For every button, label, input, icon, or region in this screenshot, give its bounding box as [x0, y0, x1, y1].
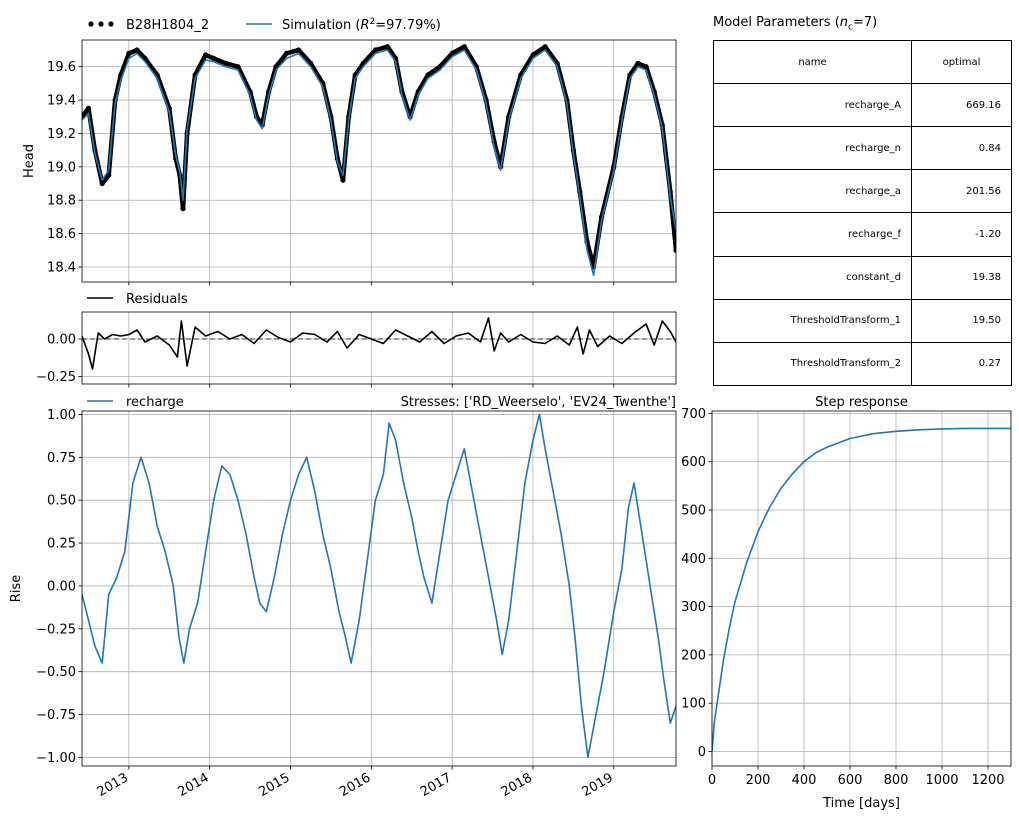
y-axis-label: Head: [22, 144, 37, 178]
series-line-recharge: [82, 413, 676, 759]
y-tick-label: 0.25: [47, 537, 76, 552]
y-tick-label: 18.4: [47, 260, 76, 275]
axes-frame: [711, 410, 1012, 767]
parameter-row: recharge_n 0.84: [713, 126, 1012, 171]
step-response-panel: 0 100 200 300 400 500 600 700 0 200 400 600 800 1000 1…: [681, 395, 1012, 811]
series-dots: [82, 44, 676, 270]
parameters-header-optimal: optimal: [911, 40, 1012, 84]
legend-label-residuals: Residuals: [126, 292, 188, 307]
y-tick-label: 19.2: [47, 127, 76, 142]
y-tick-label: 0.75: [47, 451, 76, 466]
y-tick-label: 19.0: [47, 160, 76, 175]
x-tick-label: 2019: [580, 770, 616, 800]
y-tick-label: −1.00: [36, 751, 76, 766]
y-tick-label: 19.4: [47, 94, 76, 109]
parameter-row: ThresholdTransform_1 19.50: [713, 298, 1012, 343]
parameter-row: constant_d 19.38: [713, 255, 1012, 300]
x-tick-label: 200: [746, 773, 771, 788]
parameter-value: 19.38: [911, 255, 1012, 300]
x-tick-label: 800: [884, 773, 909, 788]
parameter-value: 19.50: [911, 298, 1012, 343]
y-tick-label: 1.00: [47, 408, 76, 423]
residuals-panel: −0.25 0.00 Residuals: [36, 292, 677, 388]
parameter-value: 0.27: [911, 341, 1012, 387]
legend-simulation: Simulation (R2=97.79%): [246, 17, 441, 33]
y-tick-label: 0.50: [47, 494, 76, 509]
axes-frame: [81, 410, 677, 767]
series-line-response: [712, 427, 1011, 752]
y-tick-label: 0.00: [47, 333, 76, 348]
x-tick-label: 600: [838, 773, 863, 788]
legend-observations: B28H1804_2: [88, 18, 209, 33]
y-tick-label: −0.75: [36, 708, 76, 723]
parameter-name: constant_d: [713, 255, 912, 300]
y-tick-label: −0.25: [36, 370, 76, 385]
y-tick-label: 18.8: [47, 194, 76, 209]
y-tick-label: 400: [681, 552, 706, 567]
y-tick-label: −0.50: [36, 665, 76, 680]
x-tick-label: 1000: [925, 773, 958, 788]
parameter-name: recharge_f: [713, 212, 912, 257]
parameters-body: recharge_A 669.16 recharge_n 0.84 recharge_a…: [713, 82, 1012, 387]
parameter-value: -1.20: [911, 212, 1012, 257]
stresses-title: Stresses: ['RD_Weerselo', 'EV24_Twenthe'…: [401, 395, 676, 410]
x-tick-label: 2016: [337, 770, 373, 800]
parameter-name: recharge_a: [713, 169, 912, 214]
series-line-residuals: [82, 317, 676, 370]
parameter-row: recharge_f -1.20: [713, 212, 1012, 257]
parameters-header-name: name: [713, 40, 912, 84]
parameter-row: recharge_A 669.16: [713, 82, 1012, 128]
parameter-name: recharge_A: [713, 82, 912, 128]
parameter-value: 669.16: [911, 82, 1012, 128]
legend-label-recharge: recharge: [126, 395, 184, 410]
parameter-name: recharge_n: [713, 126, 912, 171]
head-panel: 18.4 18.6 18.8 19.0 19.2 19.4 19.6 Head B28H1804…: [22, 17, 677, 286]
y-axis-label: Rise: [9, 575, 24, 602]
x-tick-label: 2013: [95, 770, 131, 800]
legend-label-simulation: Simulation (R2=97.79%): [282, 17, 441, 33]
y-tick-label: 600: [681, 455, 706, 470]
parameters-title: Model Parameters (nc=7): [713, 15, 878, 33]
parameter-name: ThresholdTransform_1: [713, 298, 912, 343]
x-tick-label: 1200: [971, 773, 1004, 788]
y-tick-label: 700: [681, 407, 706, 422]
parameter-name: ThresholdTransform_2: [713, 341, 912, 387]
y-tick-label: 0: [698, 745, 706, 760]
y-tick-label: 0.00: [47, 579, 76, 594]
axes-frame: [81, 311, 677, 385]
y-tick-label: 500: [681, 504, 706, 519]
x-tick-label: 2014: [176, 770, 212, 800]
parameter-value: 0.84: [911, 126, 1012, 171]
contribution-panel: −1.00 −0.75 −0.50 −0.25 0.00 0.25 0.50 0.75 1.00…: [9, 395, 677, 800]
y-tick-label: 300: [681, 600, 706, 615]
x-axis-label: Time [days]: [822, 796, 900, 811]
legend-label-observations: B28H1804_2: [126, 18, 209, 33]
legend-marker-dot: [88, 21, 94, 27]
axes-frame: [81, 39, 677, 283]
x-tick-label: 2015: [256, 770, 292, 800]
x-tick-label: 2017: [418, 770, 454, 800]
parameters-header-row: name optimal: [713, 40, 1012, 84]
y-tick-label: 19.6: [47, 60, 76, 75]
x-tick-label: 400: [792, 773, 817, 788]
legend-marker-dot: [98, 21, 104, 27]
x-tick-label: 0: [708, 773, 716, 788]
x-tick-label: 2018: [499, 770, 535, 800]
parameter-row: recharge_a 201.56: [713, 169, 1012, 214]
parameter-row: ThresholdTransform_2 0.27: [713, 341, 1012, 387]
parameters-table: name optimal recharge_A 669.16 recharge_n 0…: [713, 40, 1012, 387]
y-tick-label: 100: [681, 697, 706, 712]
parameter-value: 201.56: [911, 169, 1012, 214]
y-tick-label: 200: [681, 648, 706, 663]
y-tick-label: −0.25: [36, 622, 76, 637]
series-line-simulation-r-2-97-79-: [82, 49, 676, 277]
legend-marker-dot: [108, 21, 114, 27]
y-tick-label: 18.6: [47, 227, 76, 242]
step-response-title: Step response: [815, 395, 908, 410]
